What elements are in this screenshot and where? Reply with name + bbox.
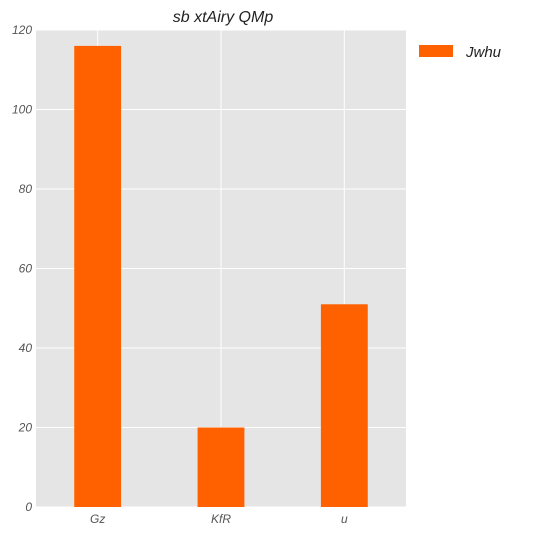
chart-title: sb xtAiry QMp <box>173 9 274 26</box>
y-axis-ticks: 0 20 40 60 80 100 120 <box>12 23 32 514</box>
legend-swatch <box>419 45 453 57</box>
y-tick-label: 60 <box>19 262 33 276</box>
y-tick-label: 40 <box>19 341 33 355</box>
y-tick-label: 120 <box>12 23 32 37</box>
x-axis-ticks: Gz KfR u <box>90 512 348 526</box>
bar-Gz <box>74 45 122 508</box>
x-tick-label: KfR <box>211 512 231 526</box>
legend-label: Jwhu <box>465 44 502 61</box>
bar-u <box>320 304 368 507</box>
y-tick-label: 0 <box>25 500 32 514</box>
legend: Jwhu <box>419 44 502 61</box>
bars <box>74 45 368 508</box>
bar-KfR <box>197 427 245 507</box>
y-tick-label: 20 <box>18 421 33 435</box>
y-tick-label: 100 <box>12 103 32 117</box>
x-tick-label: u <box>341 512 348 526</box>
y-tick-label: 80 <box>19 182 33 196</box>
x-tick-label: Gz <box>90 512 105 526</box>
